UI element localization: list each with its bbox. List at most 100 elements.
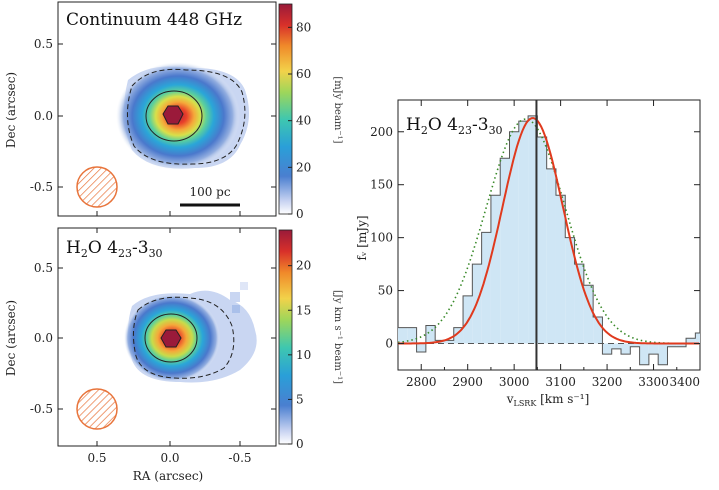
spectrum-panel: 2800 2900 3000 3100 3200 3300 3400 0 50 100 150 20… — [355, 99, 701, 408]
spectrum-xtick-label: 3100 — [545, 375, 576, 389]
spectrum-bar — [676, 343, 687, 347]
spectrum-bar — [425, 325, 436, 344]
spectrum-ylabel: fᵥ [mJy] — [355, 215, 369, 260]
spectrum-bar — [398, 327, 408, 344]
spectrum-xlabel: vLSRK [km s⁻¹] — [506, 392, 590, 408]
bottom-colorbar-fill — [278, 229, 293, 445]
spectrum-xtick-label: 3300 — [638, 375, 669, 389]
top-map-beam — [76, 166, 118, 208]
bottom-map-beam — [76, 388, 118, 430]
spectrum-bar — [555, 195, 566, 344]
top-map-contour-outer — [127, 68, 246, 165]
spectrum-xtick-label: 2800 — [406, 375, 437, 389]
spectrum-xtick-label: 2900 — [452, 375, 483, 389]
colorbar-tick-label: 20 — [296, 259, 311, 273]
top-map-xticks — [96, 211, 241, 216]
top-ytick-label: 0.5 — [34, 37, 53, 51]
spectrum-bar — [630, 343, 640, 347]
top-ytick-label: -0.5 — [30, 180, 53, 194]
bottom-colorbar: 0 5 10 15 20 [Jy km s⁻¹ beam⁻¹] — [278, 229, 343, 451]
top-map-scalebar-label: 100 pc — [189, 185, 230, 199]
bottom-colorbar-label: [Jy km s⁻¹ beam⁻¹] — [332, 290, 343, 384]
bottom-ytick-label: 0.5 — [34, 261, 53, 275]
top-map-title: Continuum 448 GHz — [66, 10, 242, 30]
bottom-ytick-label: 0.0 — [34, 331, 53, 345]
top-map-panel: 100 pc Continuum 448 GHz 0.5 0.0 -0.5 De… — [4, 1, 277, 217]
bottom-map-title: H2O 423-330 — [66, 238, 163, 260]
bottom-map-yticks: 0.5 0.0 -0.5 — [30, 261, 276, 416]
spectrum-title: H2O 423-330 — [406, 115, 503, 137]
xtick-label: 0.0 — [160, 451, 179, 465]
spectrum-bar — [583, 285, 594, 344]
colorbar-tick-label: 60 — [296, 67, 311, 81]
spectrum-ytick-label: 150 — [370, 178, 393, 192]
colorbar-tick-label: 40 — [296, 114, 311, 128]
bottom-ytick-label: -0.5 — [30, 402, 53, 416]
colorbar-tick-label: 0 — [296, 207, 304, 221]
top-map-yticks: 0.5 0.0 -0.5 — [30, 37, 276, 194]
spectrum-bar — [528, 115, 538, 344]
spectrum-bar — [593, 317, 603, 344]
spectrum-bar — [648, 343, 659, 355]
spectrum-xtick-label: 3400 — [669, 375, 700, 389]
colorbar-tick-label: 5 — [296, 392, 304, 406]
spectrum-bar — [621, 343, 631, 355]
bottom-map-peak-marker — [160, 329, 182, 348]
bottom-map-panel: H2O 423-330 0.5 0.0 -0.5 0.5 0.0 -0.5 De… — [4, 227, 277, 483]
spectrum-xtick-label: 3200 — [592, 375, 623, 389]
top-colorbar: 0 20 40 60 80 [mJy beam⁻¹] — [278, 3, 343, 221]
spectrum-xtick-label: 3000 — [499, 375, 530, 389]
spectrum-bar — [639, 343, 649, 365]
spectrum-bar — [509, 131, 519, 344]
spectrum-ytick-label: 50 — [378, 284, 393, 298]
spectrum-bar — [537, 137, 547, 344]
spectrum-bar — [518, 121, 529, 344]
spectrum-bar — [500, 158, 510, 344]
bottom-map-noise — [230, 292, 240, 302]
bottom-colorbar-ticks: 0 5 10 15 20 — [288, 259, 311, 451]
colorbar-tick-label: 20 — [296, 160, 311, 174]
spectrum-bar — [667, 343, 677, 347]
spectrum-bar — [695, 332, 700, 344]
top-map-peak-marker — [162, 105, 184, 125]
bottom-map-noise — [232, 305, 240, 313]
spectrum-bar — [658, 343, 668, 365]
spectrum-ytick-label: 100 — [370, 231, 393, 245]
spectrum-bar — [602, 343, 612, 355]
spectrum-bar — [416, 343, 426, 352]
spectrum-bar — [686, 338, 696, 344]
xtick-label: -0.5 — [228, 451, 251, 465]
spectrum-ytick-label: 0 — [385, 337, 393, 351]
spectrum-bar — [444, 340, 454, 344]
spectrum-yticks: 0 50 100 150 200 — [370, 125, 700, 351]
bottom-map-contour-mid — [144, 313, 198, 363]
top-colorbar-label: [mJy beam⁻¹] — [332, 76, 343, 143]
xtick-label: 0.5 — [87, 451, 106, 465]
spectrum-bar — [574, 264, 584, 344]
colorbar-tick-label: 80 — [296, 20, 311, 34]
top-map-contour-mid — [145, 90, 203, 142]
bottom-map-ylabel: Dec (arcsec) — [4, 300, 18, 376]
top-colorbar-ticks: 0 20 40 60 80 — [288, 20, 311, 221]
maps-xlabel: RA (arcsec) — [133, 469, 203, 483]
top-map-ylabel: Dec (arcsec) — [4, 72, 18, 148]
colorbar-tick-label: 10 — [296, 348, 311, 362]
spectrum-bar — [611, 343, 622, 349]
spectrum-bar — [407, 327, 417, 344]
colorbar-tick-label: 15 — [296, 303, 311, 317]
bottom-map-noise — [240, 282, 248, 290]
spectrum-bar — [481, 232, 491, 344]
spectrum-ytick-label: 200 — [370, 125, 393, 139]
top-colorbar-fill — [278, 3, 293, 215]
bottom-map-contour-outer — [132, 296, 235, 379]
bottom-map-xticks: 0.5 0.0 -0.5 — [87, 228, 252, 465]
spectrum-bar — [546, 168, 556, 344]
spectrum-bar — [565, 237, 575, 344]
spectrum-gaussian-fit — [398, 117, 700, 345]
spectrum-bar — [490, 195, 501, 344]
spectrum-bar — [453, 327, 464, 344]
spectrum-histogram-outline — [398, 115, 700, 366]
colorbar-tick-label: 0 — [296, 437, 304, 451]
top-ytick-label: 0.0 — [34, 109, 53, 123]
